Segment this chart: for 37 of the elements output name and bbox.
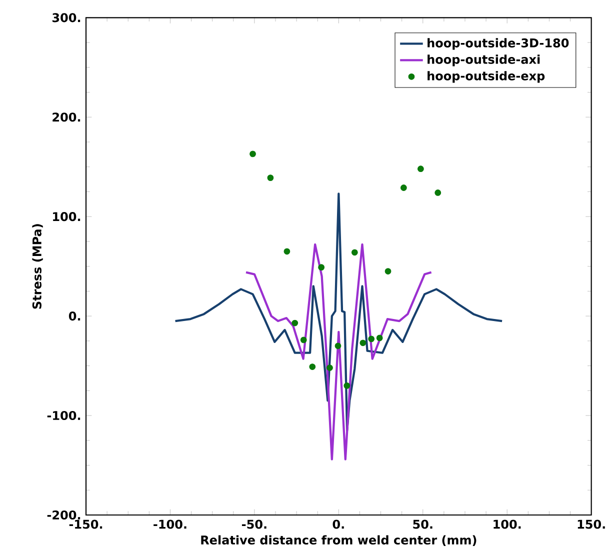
point <box>300 336 307 344</box>
point <box>417 166 424 172</box>
point <box>309 364 316 370</box>
point <box>284 248 290 255</box>
point <box>344 382 350 389</box>
point <box>384 268 392 274</box>
point <box>360 340 366 346</box>
x-tick-label: 100. <box>494 520 521 529</box>
y-tick-label: 100. <box>53 212 80 222</box>
point <box>250 150 256 158</box>
point <box>267 174 274 182</box>
point <box>351 249 358 256</box>
y-tick-label: -200. <box>47 510 80 520</box>
x-axis-title: Relative distance from weld center (mm) <box>201 535 476 546</box>
point <box>400 184 407 191</box>
legend-label: hoop-outside-axi <box>428 54 540 66</box>
legend-label: hoop-outside-exp <box>428 71 545 83</box>
y-tick-label: 0. <box>68 312 80 321</box>
x-tick-label: -50. <box>242 520 266 529</box>
point <box>434 190 442 196</box>
y-axis-title: Stress (MPa) <box>32 224 43 309</box>
x-tick-label: -100. <box>154 520 186 529</box>
point <box>334 342 342 350</box>
x-tick-label: 0. <box>332 520 344 529</box>
x-tick-label: 50. <box>413 520 432 529</box>
point <box>292 320 298 326</box>
y-tick-label: 300. <box>52 13 80 22</box>
y-tick-label: 200. <box>52 112 80 122</box>
line-series <box>244 243 432 460</box>
point <box>318 264 325 271</box>
x-tick-label: -150. <box>69 520 102 529</box>
point <box>326 364 333 371</box>
point <box>368 336 375 342</box>
point <box>376 334 383 342</box>
legend-label: hoop-outside-3D-180 <box>428 38 569 50</box>
x-tick-label: 150. <box>578 520 605 529</box>
y-tick-label: -100. <box>47 410 80 420</box>
